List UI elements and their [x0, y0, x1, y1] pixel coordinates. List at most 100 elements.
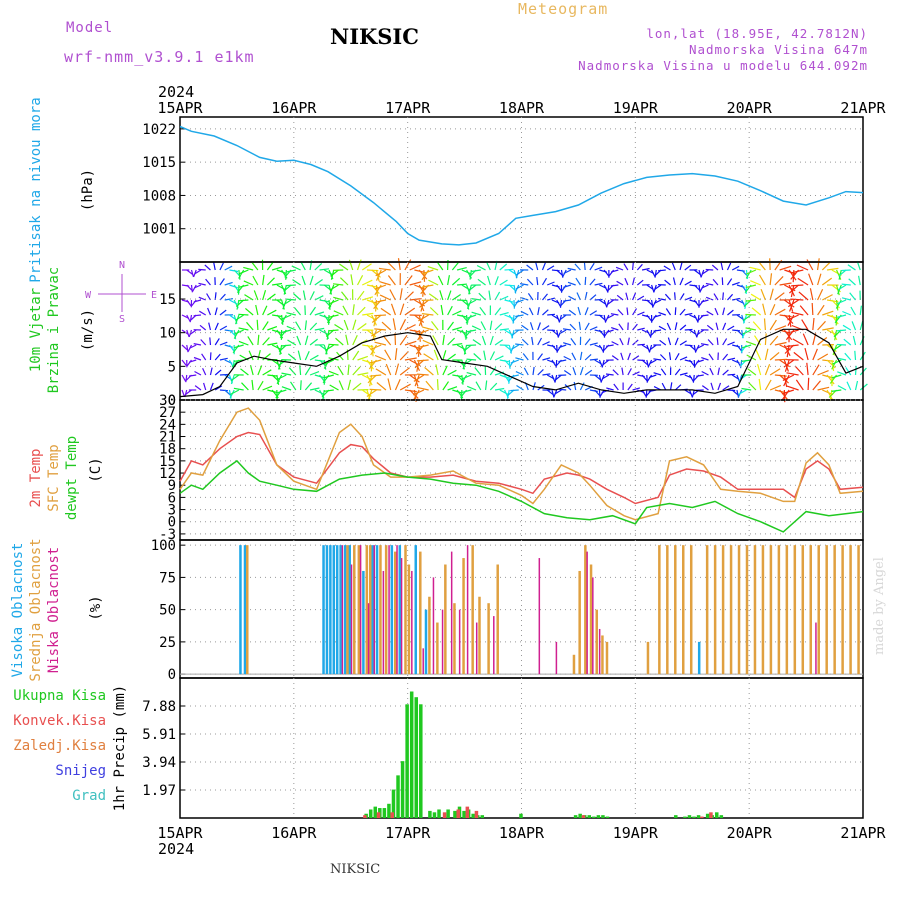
wind-barb: [375, 269, 380, 282]
wind-barb: [201, 353, 207, 361]
wind-barb: [769, 319, 777, 331]
wind-barb: [817, 304, 825, 316]
precip-bar-total_precip: [605, 816, 610, 818]
wind-barb: [769, 303, 776, 316]
wind-barb: [658, 297, 666, 301]
wind-barb: [559, 299, 563, 308]
wind-barb: [389, 289, 396, 301]
cloud-bar-high_cloud: [329, 545, 332, 675]
wind-barb: [447, 321, 454, 331]
wind-barb: [835, 269, 842, 280]
temp-ylabel-sfc: SFC Temp: [46, 444, 62, 511]
cloud-bar-low_cloud: [400, 558, 403, 675]
wind-barb: [295, 321, 302, 331]
wind-barb: [422, 326, 434, 331]
wind-barb: [608, 269, 615, 277]
wind-barb: [399, 383, 411, 391]
wind-barb: [272, 282, 283, 286]
wind-barb: [516, 384, 524, 391]
wind-barb: [463, 344, 472, 352]
precip-bar-total_precip: [437, 809, 441, 818]
wind-barb: [413, 344, 422, 356]
wind-barb: [794, 365, 804, 376]
wind-barb: [568, 295, 576, 301]
wind-barb: [623, 263, 629, 271]
wind-barb: [319, 314, 329, 319]
wind-barb: [589, 278, 596, 286]
wind-barb: [287, 353, 297, 361]
wind-barb: [181, 344, 188, 351]
precip-bar-total_precip: [692, 816, 696, 818]
wind-barb: [758, 378, 762, 391]
wind-barb: [837, 284, 847, 291]
wind-barb: [474, 367, 482, 376]
precip-bar-total_precip: [453, 810, 457, 818]
wind-barb: [361, 263, 372, 271]
wind-barb: [603, 269, 610, 277]
cloud-bar-mid_cloud: [572, 654, 576, 675]
wind-barb: [337, 365, 344, 376]
precip-bar-conv_precip: [700, 816, 704, 818]
cloud-bar-low_cloud: [555, 641, 558, 675]
wind-barb: [478, 292, 486, 301]
wind-barb: [617, 309, 624, 316]
wind-barb: [193, 314, 202, 317]
wind-barb: [625, 292, 629, 301]
wind-barb: [238, 269, 249, 275]
wind-barb: [193, 356, 202, 361]
wind-barb: [189, 314, 193, 323]
wind-barb: [203, 382, 207, 391]
wind-barb: [554, 389, 562, 395]
precip-bar-total_precip: [373, 806, 378, 818]
wind-barb: [700, 314, 709, 317]
precip-bar-conv_precip: [390, 812, 394, 818]
precip-bar-total_precip: [715, 812, 719, 818]
wind-barb: [304, 320, 307, 331]
wind-barb: [199, 324, 207, 331]
cloud-bar-mid_cloud: [346, 545, 349, 675]
wind-barb: [854, 350, 857, 361]
wind-barb: [784, 299, 795, 308]
cloud-bar-high_cloud: [414, 545, 417, 675]
wind-barb: [267, 326, 278, 331]
wind-barb: [562, 299, 572, 302]
wind-barb: [696, 359, 704, 363]
precip-ytick-label: 7.88: [142, 699, 176, 715]
wind-barb: [859, 383, 868, 391]
wind-barb: [352, 335, 358, 346]
wind-barb: [276, 284, 286, 291]
wind-barb: [674, 368, 681, 376]
wind-barb: [817, 337, 828, 346]
wind-barb: [489, 351, 496, 361]
cloud-bar-high_cloud: [325, 545, 329, 675]
wind-barb: [499, 312, 509, 316]
wind-barb: [619, 337, 624, 346]
wind-barb: [309, 354, 319, 361]
wind-barb: [598, 344, 604, 353]
wind-barb: [282, 299, 292, 306]
wind-barb: [745, 313, 756, 316]
wind-barb: [611, 341, 619, 346]
wind-barb: [594, 266, 603, 271]
wind-barb: [371, 299, 379, 310]
wind-barb: [404, 357, 417, 361]
wind-barb: [791, 311, 804, 316]
wind-barb: [417, 329, 429, 335]
wind-barb: [747, 368, 757, 376]
cloud-bar-mid_cloud: [394, 551, 397, 675]
wind-barb: [369, 374, 382, 377]
wind-barb: [468, 284, 477, 292]
wind-barb: [742, 329, 752, 335]
wind-barb: [404, 324, 416, 331]
wind-barb: [674, 353, 680, 361]
precip-bar-total_precip: [683, 816, 687, 818]
wind-barb: [188, 374, 197, 377]
wind-barb: [472, 339, 482, 346]
wind-barb: [716, 337, 719, 346]
wind-barb: [442, 334, 445, 346]
wind-barb: [330, 269, 339, 277]
wind-barb: [229, 389, 240, 396]
wind-barb: [369, 388, 382, 391]
wind-barb: [627, 337, 630, 346]
clouds-ytick-label: 75: [159, 570, 176, 586]
